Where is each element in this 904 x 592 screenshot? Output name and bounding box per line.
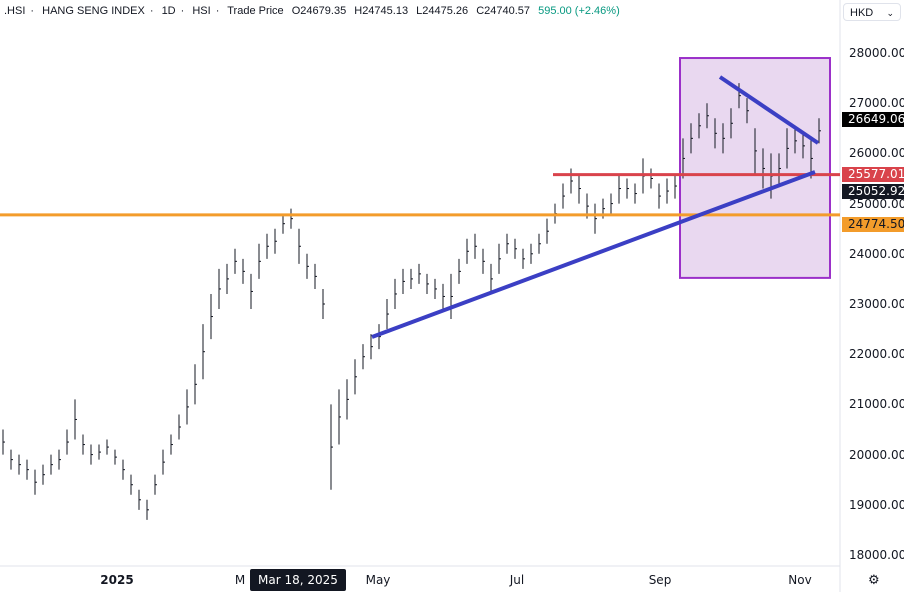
separator: · <box>149 5 154 17</box>
uptrend-line[interactable] <box>371 170 816 339</box>
price-tick-label: 27000.00 <box>849 96 904 111</box>
price-label: 25052.92 <box>842 184 904 199</box>
time-tick-label: Nov <box>788 573 812 587</box>
crosshair-date-label: Mar 18, 2025 <box>250 569 346 591</box>
price-tick-label: 21000.00 <box>849 397 904 412</box>
separator: · <box>215 5 220 17</box>
change-value: 595.00 (+2.46%) <box>538 5 620 17</box>
gear-icon[interactable]: ⚙ <box>868 573 880 588</box>
high-value: H24745.13 <box>354 5 409 17</box>
downtrend-line[interactable] <box>718 75 820 145</box>
price-tick-label: 23000.00 <box>849 297 904 311</box>
symbol-legend: .HSI · HANG SENG INDEX · 1D · HSI · Trade Pr… <box>4 5 625 17</box>
price-tick-label: 20000.00 <box>849 447 904 462</box>
price-tick-label: 25000.00 <box>849 196 904 211</box>
time-tick-label: Sep <box>648 573 672 587</box>
open-value: O24679.35 <box>291 5 347 17</box>
low-value: L24475.26 <box>416 5 469 17</box>
price-label: 24774.50 <box>842 217 904 232</box>
time-tick-label: Jul <box>509 573 525 587</box>
separator: · <box>30 5 35 17</box>
price-label: 25577.01 <box>842 167 904 182</box>
price-tick-label: 22000.00 <box>849 347 904 362</box>
price-tick-label: 19000.00 <box>849 497 904 512</box>
price-tick-label: 28000.00 <box>849 46 904 60</box>
time-tick-label: May <box>365 573 391 587</box>
currency-label: HKD <box>850 7 874 19</box>
ohlc-bars <box>2 83 821 520</box>
exchange: HSI <box>192 5 211 17</box>
interval: 1D <box>161 5 176 17</box>
currency-select[interactable]: HKD ⌄ <box>843 3 901 21</box>
time-tick-label: M <box>234 573 246 587</box>
price-type: Trade Price <box>227 5 284 17</box>
chevron-down-icon: ⌄ <box>886 8 894 18</box>
price-tick-label: 26000.00 <box>849 146 904 161</box>
close-value: C24740.57 <box>476 5 531 17</box>
time-tick-label: 2025 <box>100 573 134 587</box>
price-label: 26649.06 <box>842 112 904 127</box>
price-tick-label: 24000.00 <box>849 246 904 261</box>
separator: · <box>180 5 185 17</box>
symbol-name: HANG SENG INDEX <box>42 5 145 17</box>
symbol[interactable]: .HSI <box>4 5 26 17</box>
price-tick-label: 18000.00 <box>849 548 904 562</box>
